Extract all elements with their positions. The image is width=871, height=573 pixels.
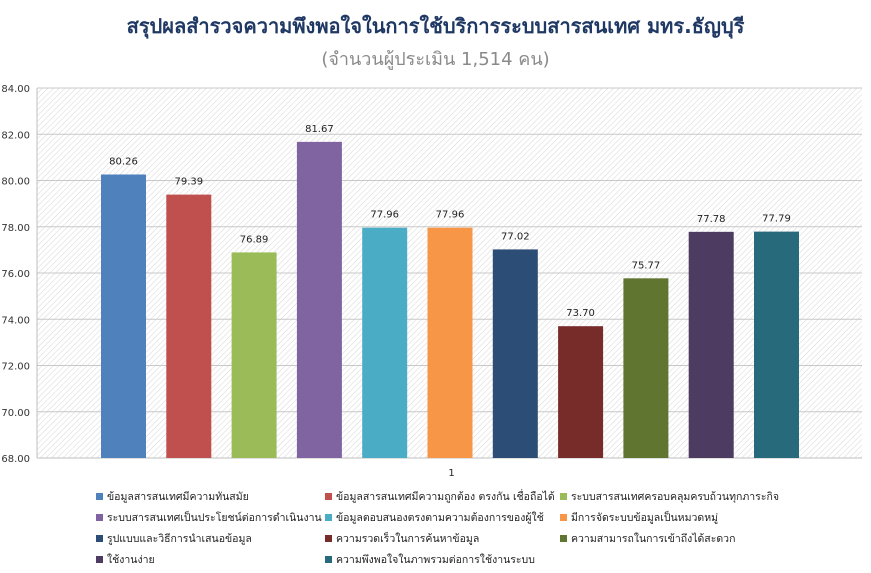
bar — [362, 227, 408, 458]
bar-chart: 68.00 70.00 72.00 74.00 76.00 78.00 80.00 82.00… — [1, 84, 862, 479]
legend-swatch — [325, 556, 332, 563]
y-tick-label: 68.00 — [1, 454, 30, 465]
data-label: 77.96 — [436, 210, 465, 221]
data-label: 77.96 — [370, 210, 399, 221]
x-category-label: 1 — [448, 468, 454, 479]
y-tick-label: 72.00 — [1, 362, 30, 373]
bar — [296, 141, 342, 458]
legend-label: ความสามารถในการเข้าถึงได้สะดวก — [571, 533, 736, 545]
legend-item: ใช้งานง่าย — [96, 551, 155, 568]
bar — [427, 227, 473, 458]
legend-item: รูปแบบและวิธีการนำเสนอข้อมูล — [96, 530, 252, 547]
legend-item: ความพึงพอใจในภาพรวมต่อการใช้งานระบบ — [325, 551, 535, 568]
data-label: 81.67 — [305, 124, 334, 135]
legend-label: ข้อมูลสารสนเทศมีความทันสมัย — [107, 491, 249, 503]
legend-label: ข้อมูลตอบสนองตรงตามความต้องการของผู้ใช้ — [336, 512, 544, 524]
bar — [166, 194, 212, 458]
legend-swatch — [325, 535, 332, 542]
legend-swatch — [560, 514, 567, 521]
legend-label: ความพึงพอใจในภาพรวมต่อการใช้งานระบบ — [336, 554, 535, 566]
legend-item: ข้อมูลสารสนเทศมีความถูกต้อง ตรงกัน เชื่อ… — [325, 488, 555, 505]
data-label: 75.77 — [632, 260, 661, 271]
legend-label: ความรวดเร็วในการค้นหาข้อมูล — [336, 533, 480, 545]
bar — [688, 231, 734, 458]
data-label: 77.79 — [762, 214, 791, 225]
legend-label: รูปแบบและวิธีการนำเสนอข้อมูล — [107, 533, 252, 545]
legend-swatch — [96, 535, 103, 542]
data-label: 76.89 — [240, 234, 269, 245]
legend-label: ข้อมูลสารสนเทศมีความถูกต้อง ตรงกัน เชื่อ… — [336, 491, 555, 503]
chart-title: สรุปผลสำรวจความพึงพอใจในการใช้บริการระบบ… — [126, 14, 745, 38]
legend-item: มีการจัดระบบข้อมูลเป็นหมวดหมู่ — [560, 509, 718, 526]
legend-label: ระบบสารสนเทศครอบคลุมครบถ้วนทุกภาระกิจ — [571, 491, 779, 503]
legend-swatch — [96, 514, 103, 521]
bar — [492, 249, 538, 458]
bar — [623, 278, 669, 458]
chart-subtitle: (จำนวนผู้ประเมิน 1,514 คน) — [321, 49, 550, 70]
bar — [558, 326, 604, 458]
y-tick-label: 78.00 — [1, 223, 30, 234]
y-tick-label: 74.00 — [1, 315, 30, 326]
legend-swatch — [325, 514, 332, 521]
bar — [231, 252, 277, 458]
data-label: 79.39 — [174, 177, 203, 188]
legend-swatch — [560, 535, 567, 542]
legend-item: ข้อมูลสารสนเทศมีความทันสมัย — [96, 488, 249, 505]
data-label: 77.02 — [501, 231, 530, 242]
legend-swatch — [96, 556, 103, 563]
legend-label: ใช้งานง่าย — [107, 554, 155, 566]
legend-label: ระบบสารสนเทศเป็นประโยชน์ต่อการดำเนินงาน — [107, 512, 322, 524]
legend-item: ระบบสารสนเทศเป็นประโยชน์ต่อการดำเนินงาน — [96, 509, 322, 526]
y-tick-label: 76.00 — [1, 269, 30, 280]
legend-swatch — [560, 493, 567, 500]
data-label: 80.26 — [109, 156, 138, 167]
data-label: 77.78 — [697, 214, 726, 225]
y-tick-label: 80.00 — [1, 177, 30, 188]
y-tick-label: 70.00 — [1, 408, 30, 419]
legend-item: ความสามารถในการเข้าถึงได้สะดวก — [560, 530, 735, 547]
bar — [101, 174, 146, 459]
legend-item: ระบบสารสนเทศครอบคลุมครบถ้วนทุกภาระกิจ — [560, 488, 779, 505]
y-tick-label: 84.00 — [1, 84, 30, 95]
legend-label: มีการจัดระบบข้อมูลเป็นหมวดหมู่ — [571, 512, 719, 524]
data-label: 73.70 — [566, 308, 595, 319]
y-tick-label: 82.00 — [1, 130, 30, 141]
legend-item: ข้อมูลตอบสนองตรงตามความต้องการของผู้ใช้ — [325, 509, 544, 526]
bar — [754, 231, 799, 458]
legend-swatch — [96, 493, 103, 500]
legend-swatch — [325, 493, 332, 500]
legend-item: ความรวดเร็วในการค้นหาข้อมูล — [325, 530, 479, 547]
